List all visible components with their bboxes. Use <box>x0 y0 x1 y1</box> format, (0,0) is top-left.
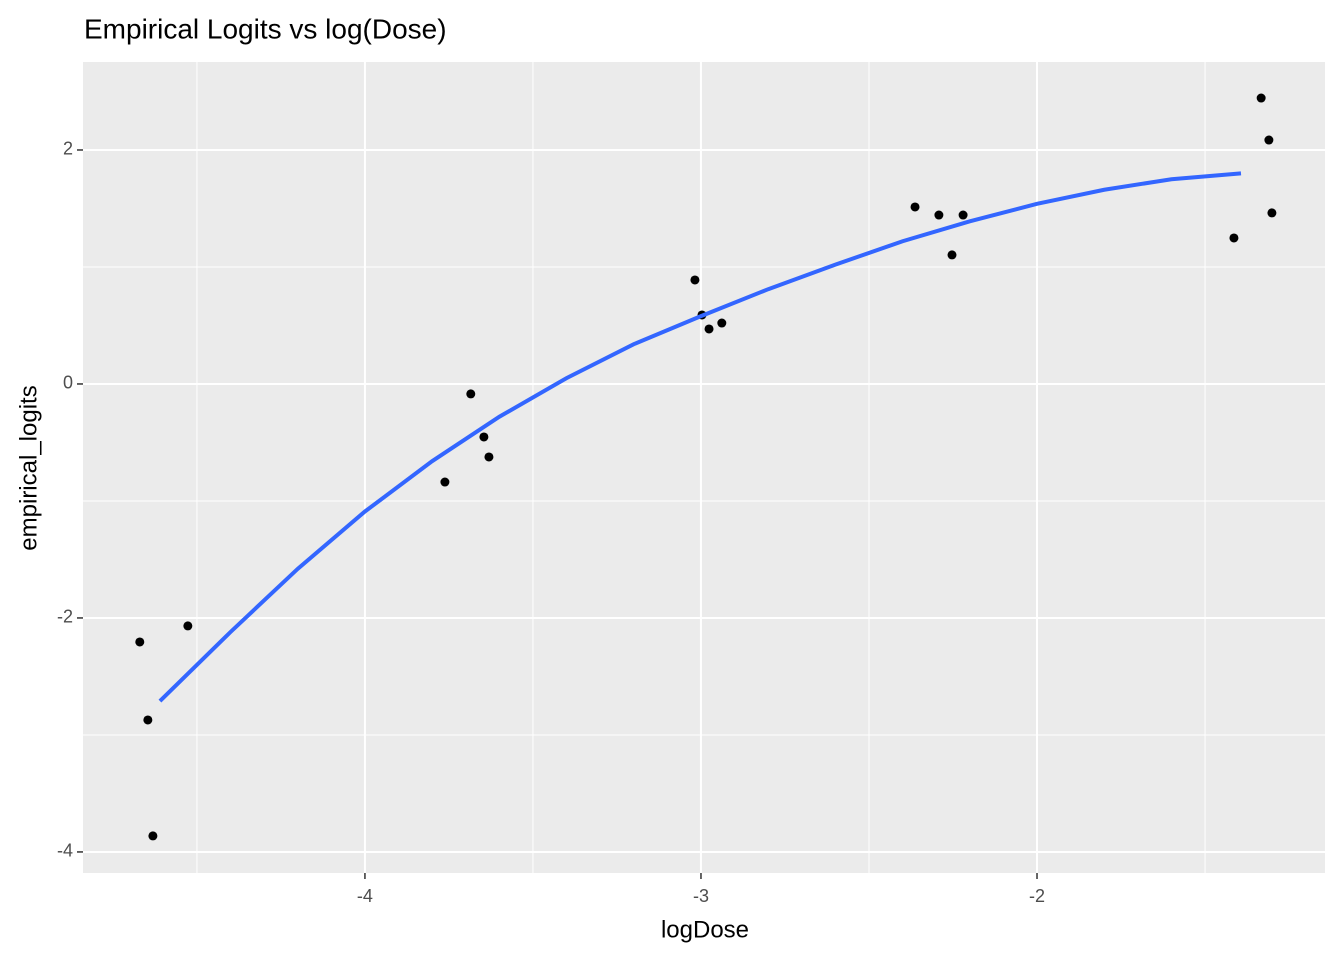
point <box>717 318 727 328</box>
x-tick-label: -4 <box>357 886 373 906</box>
y-tick-label: 0 <box>63 373 73 393</box>
point <box>958 210 968 220</box>
point <box>1267 208 1277 218</box>
point <box>183 621 193 631</box>
plot-panel <box>83 62 1325 873</box>
point <box>135 637 145 647</box>
smooth-line <box>158 171 1242 703</box>
y-tick-label: -2 <box>57 607 73 627</box>
point <box>690 275 700 285</box>
y-axis-label: empirical_logits <box>15 385 42 550</box>
x-axis-label: logDose <box>661 916 749 943</box>
point <box>143 715 153 725</box>
y-tick-label: 2 <box>63 139 73 159</box>
point <box>934 210 944 220</box>
point <box>947 250 957 260</box>
point <box>440 477 450 487</box>
y-tick-label: -4 <box>57 841 73 861</box>
chart-title: Empirical Logits vs log(Dose) <box>84 13 447 44</box>
x-tick-label: -2 <box>1029 886 1045 906</box>
point <box>704 324 714 334</box>
point <box>1264 135 1274 145</box>
point <box>1256 93 1266 103</box>
x-tick-label: -3 <box>693 886 709 906</box>
point <box>148 831 158 841</box>
point <box>910 202 920 212</box>
point <box>484 452 494 462</box>
point <box>466 389 476 399</box>
point <box>479 432 489 442</box>
point <box>1229 233 1239 243</box>
